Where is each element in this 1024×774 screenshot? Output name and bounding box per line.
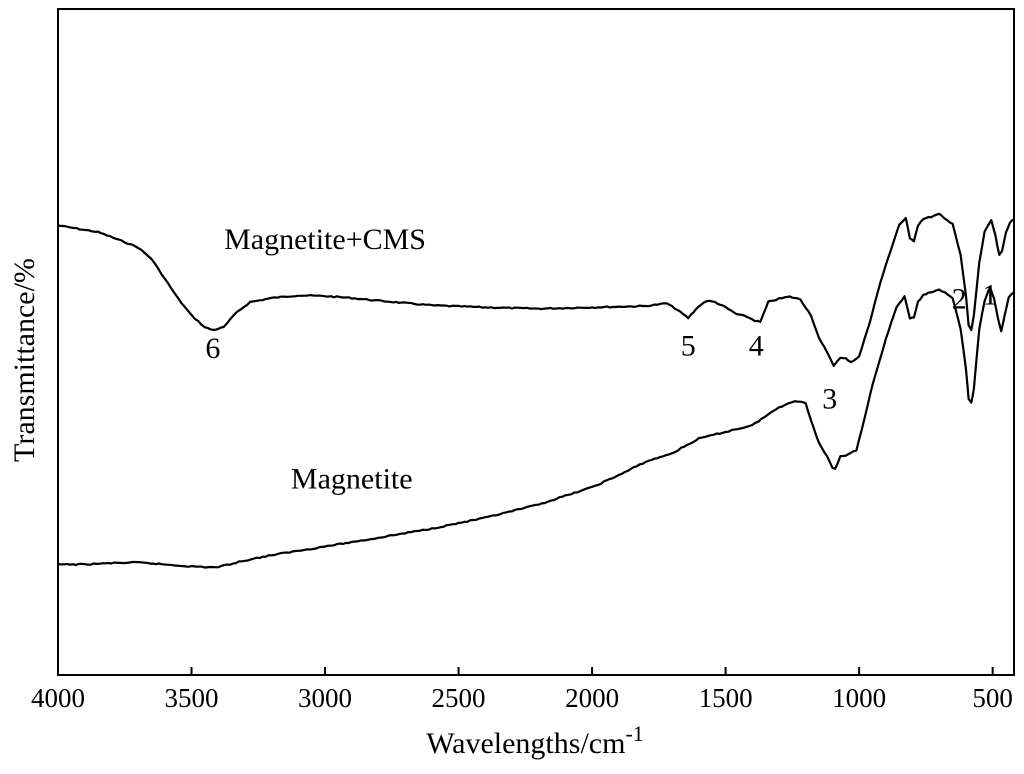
series-line-magnetite-cms bbox=[57, 212, 1015, 367]
peak-annotations: 6 5 4 3 2 1 bbox=[205, 279, 997, 416]
x-tick-label-1500: 1500 bbox=[699, 683, 753, 713]
x-tick-label-4000: 4000 bbox=[31, 683, 85, 713]
series-group bbox=[57, 212, 1015, 569]
x-tick-label-3000: 3000 bbox=[298, 683, 352, 713]
x-axis-ticks: 4000 3500 3000 2500 2000 1500 1000 500 bbox=[31, 667, 1013, 713]
series-line-magnetite bbox=[57, 286, 1015, 569]
peak-label-3: 3 bbox=[822, 383, 837, 416]
peak-label-5: 5 bbox=[681, 329, 696, 362]
x-tick-label-2000: 2000 bbox=[565, 683, 619, 713]
series-labels: Magnetite+CMS Magnetite bbox=[224, 223, 426, 496]
peak-label-6: 6 bbox=[205, 332, 220, 365]
peak-label-1: 1 bbox=[982, 279, 997, 312]
series-label-magnetite: Magnetite bbox=[291, 463, 413, 496]
x-tick-label-500: 500 bbox=[972, 683, 1013, 713]
plot-frame bbox=[57, 8, 1015, 676]
x-tick-label-3500: 3500 bbox=[165, 683, 219, 713]
x-axis-title: Wavelengths/cm-1 bbox=[426, 721, 644, 760]
x-tick-label-1000: 1000 bbox=[832, 683, 886, 713]
peak-label-4: 4 bbox=[749, 329, 764, 362]
x-axis-title-superscript: -1 bbox=[625, 721, 643, 746]
x-tick-label-2500: 2500 bbox=[432, 683, 486, 713]
y-axis-title: Transmittance/% bbox=[8, 258, 41, 462]
series-label-magnetite-cms: Magnetite+CMS bbox=[224, 223, 426, 256]
peak-label-2: 2 bbox=[952, 283, 967, 316]
